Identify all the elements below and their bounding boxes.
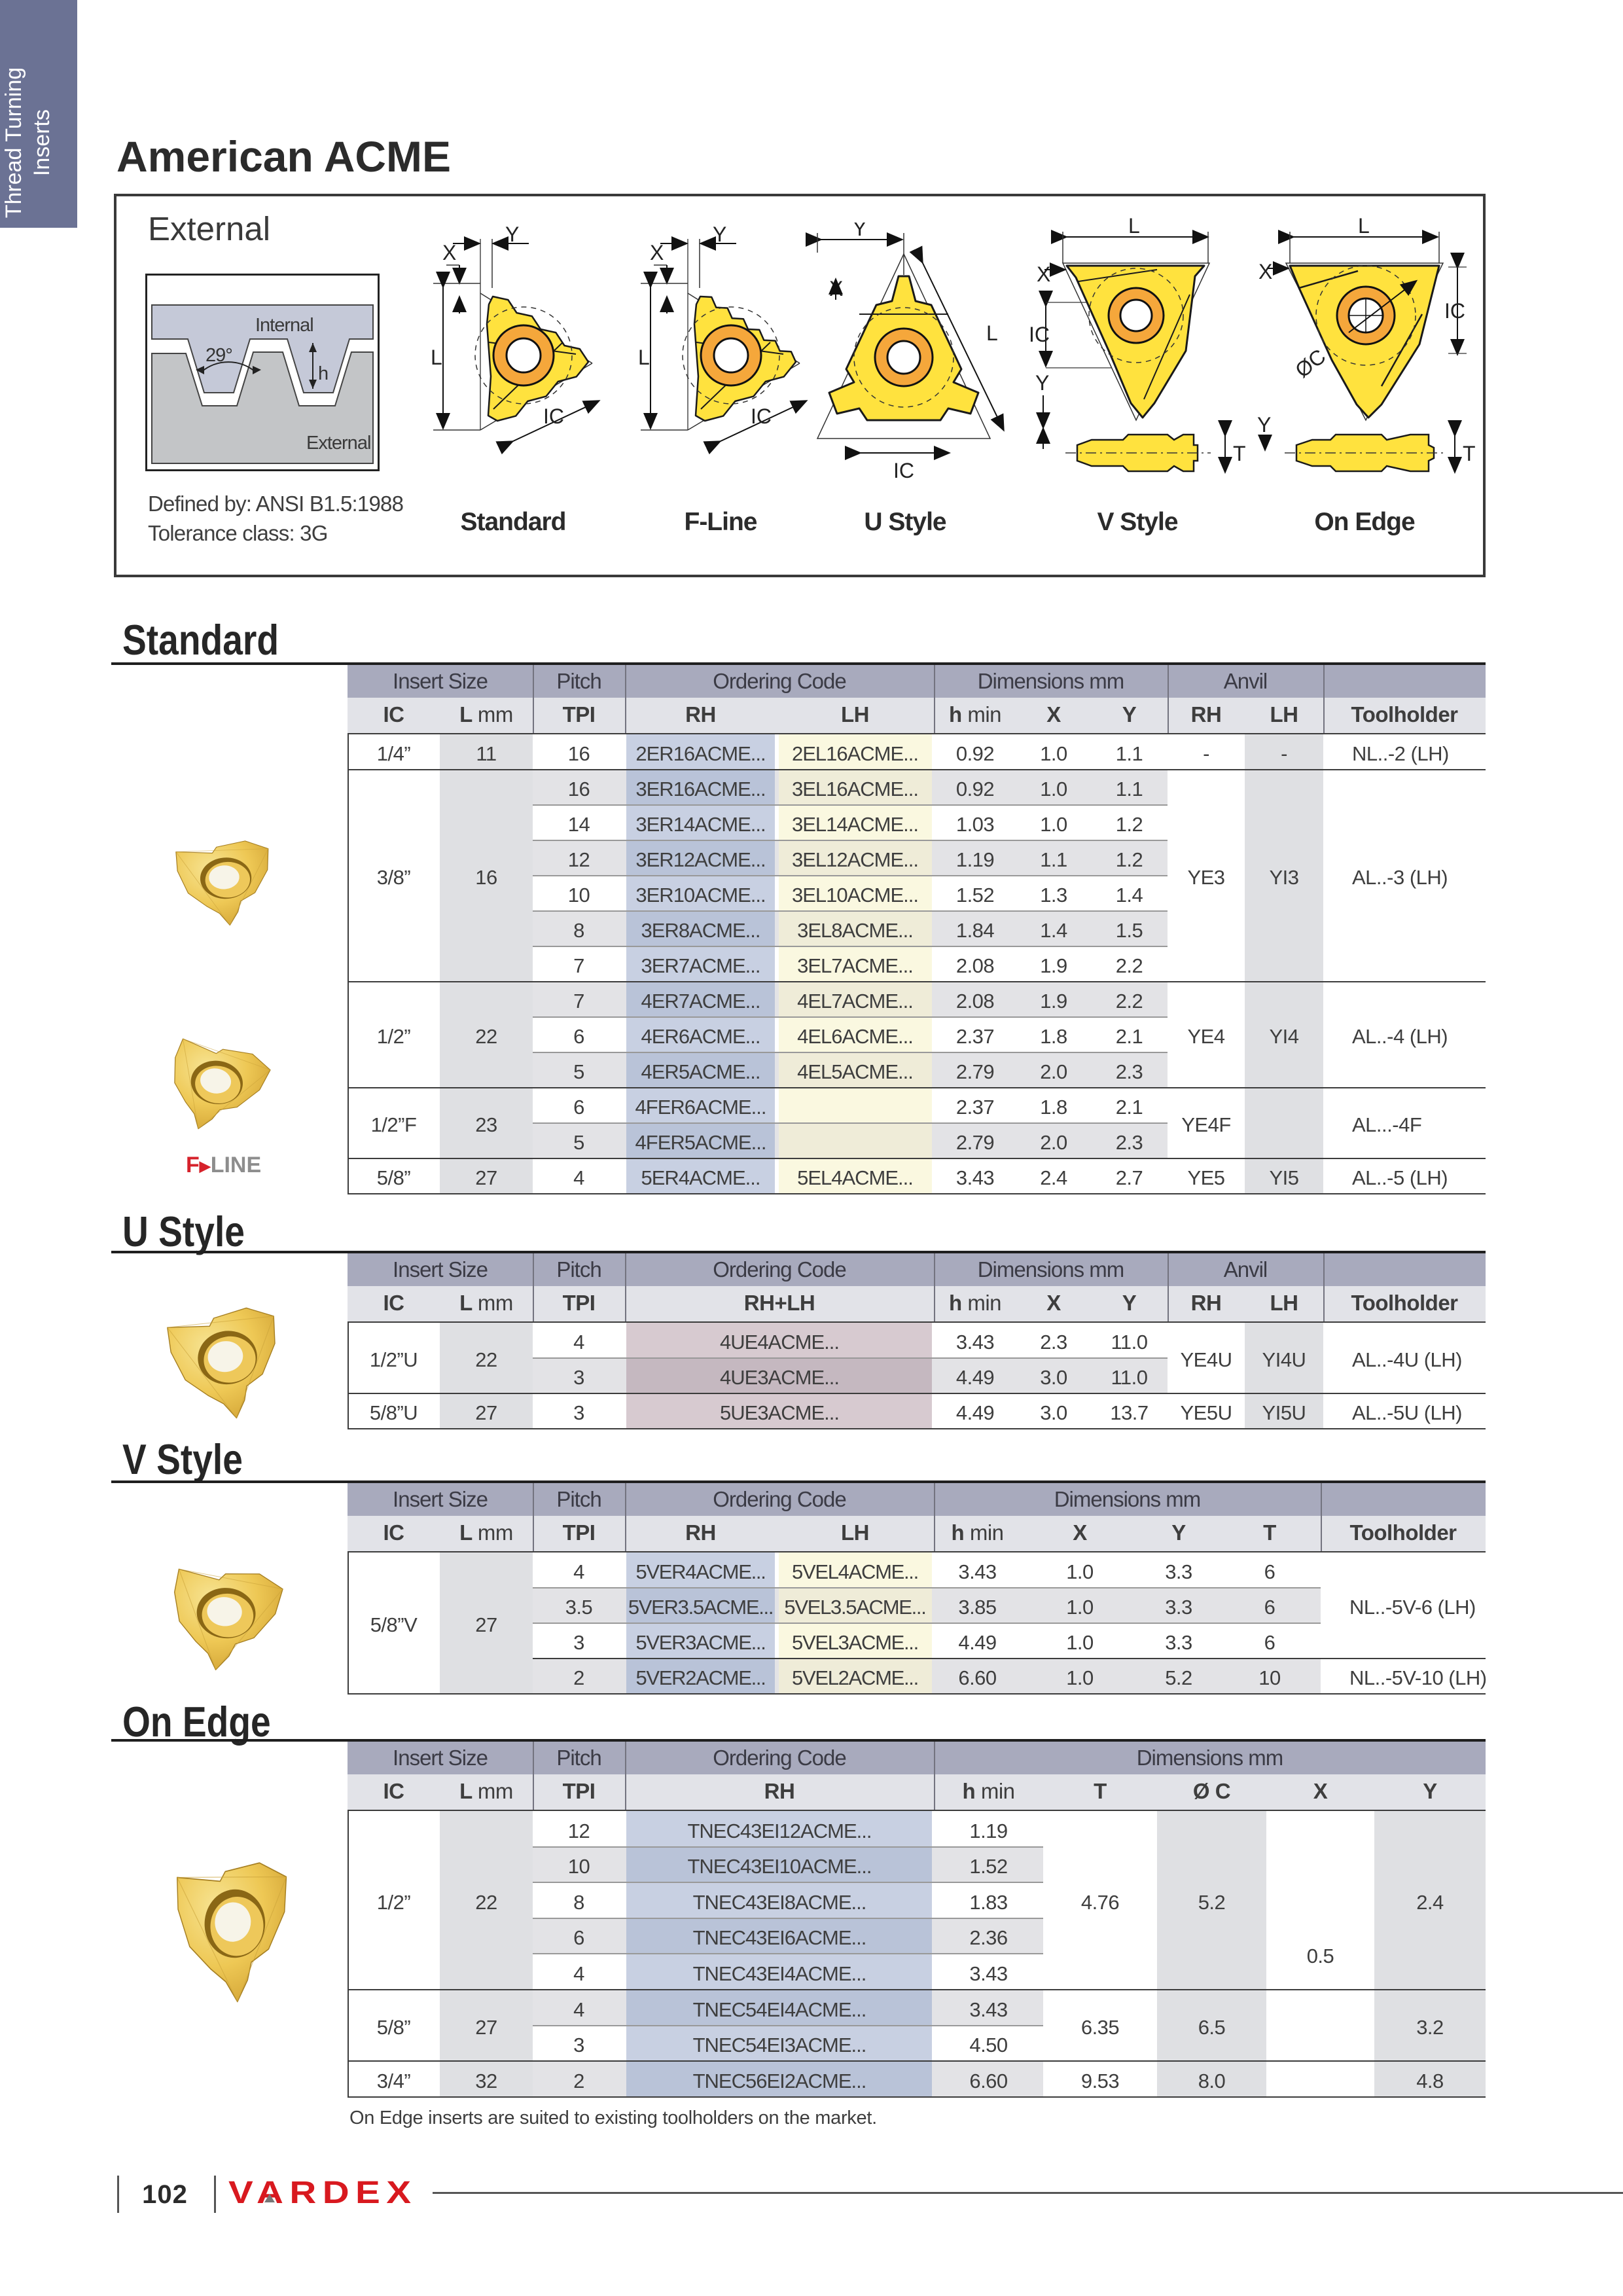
svg-text:L: L <box>638 346 650 369</box>
svg-text:Y: Y <box>713 226 726 246</box>
svg-text:ØC: ØC <box>1291 344 1330 382</box>
svg-text:X: X <box>650 241 664 264</box>
svg-text:L: L <box>1358 216 1370 238</box>
svg-text:X: X <box>1258 260 1272 283</box>
svg-text:Y: Y <box>505 226 519 246</box>
svg-text:External: External <box>306 433 370 454</box>
svg-text:X: X <box>1037 262 1050 286</box>
svg-text:IC: IC <box>1029 323 1050 346</box>
svg-text:X: X <box>442 241 456 264</box>
svg-text:L: L <box>431 346 442 369</box>
svg-text:Y: Y <box>1257 413 1271 437</box>
svg-text:IC: IC <box>893 459 914 482</box>
svg-text:T: T <box>1233 442 1246 465</box>
svg-text:L: L <box>986 321 998 345</box>
svg-text:Y: Y <box>853 223 866 240</box>
svg-text:T: T <box>1463 442 1476 465</box>
svg-text:IC: IC <box>1444 299 1465 323</box>
svg-text:IC: IC <box>543 404 564 428</box>
svg-text:Internal: Internal <box>255 315 313 336</box>
svg-text:29°: 29° <box>205 345 232 366</box>
svg-text:L: L <box>1128 216 1140 238</box>
svg-text:IC: IC <box>751 404 772 428</box>
svg-text:h: h <box>318 363 329 384</box>
svg-text:Y: Y <box>1035 371 1049 395</box>
